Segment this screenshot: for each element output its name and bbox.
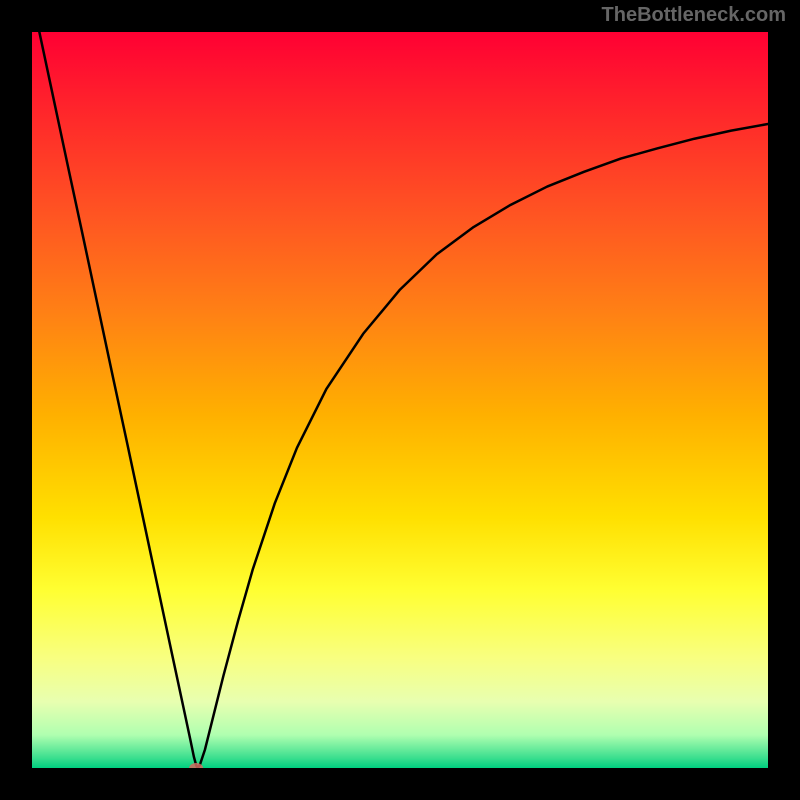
plot-area — [32, 32, 768, 768]
chart-container: TheBottleneck.com — [0, 0, 800, 800]
bottleneck-curve — [39, 32, 768, 768]
chart-svg — [32, 32, 768, 768]
watermark-label: TheBottleneck.com — [602, 4, 786, 27]
